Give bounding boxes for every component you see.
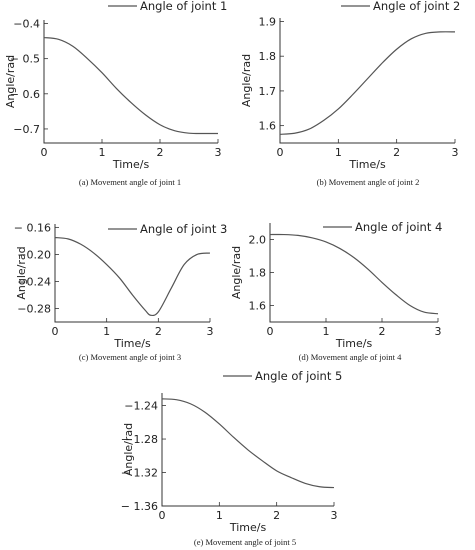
legend-label: Angle of joint 1 <box>140 0 227 13</box>
series-line-joint-3 <box>54 236 211 317</box>
x-tick-label: 1 <box>216 509 223 522</box>
x-tick-label: 2 <box>155 325 162 338</box>
x-tick-label: 2 <box>157 146 164 159</box>
x-tick-label: 3 <box>215 146 222 159</box>
x-tick-label: 0 <box>52 325 59 338</box>
x-tick-label: 3 <box>331 509 338 522</box>
x-tick-label: 1 <box>335 146 342 159</box>
figure-caption: (a) Movement angle of joint 1 <box>79 177 181 187</box>
y-tick-label: −0.28 <box>17 302 51 315</box>
x-tick-label: 2 <box>393 146 400 159</box>
y-tick-label: −0.7 <box>13 123 40 136</box>
chart-panel-c: 0 1 2 3 − 0.16 −0.20 −0.24 −0.28 Time/s Angle/rad… <box>14 221 228 362</box>
y-tick-label: − 0.6 <box>10 88 40 101</box>
x-tick-label: 2 <box>379 325 386 338</box>
axis-frame <box>43 20 218 144</box>
y-tick-label: 1.8 <box>259 50 277 63</box>
y-tick-label: 1.8 <box>249 267 267 280</box>
x-tick-label: 0 <box>277 146 284 159</box>
axis-frame <box>279 18 455 144</box>
x-tick-label: 1 <box>99 146 106 159</box>
x-tick-label: 1 <box>103 325 110 338</box>
y-tick-label: −1.24 <box>124 400 158 413</box>
series-line-joint-1 <box>43 36 219 135</box>
legend-label: Angle of joint 3 <box>140 222 227 236</box>
x-tick-label: 0 <box>267 325 274 338</box>
y-tick-label: − 1.36 <box>121 500 158 513</box>
chart-panel-e: 0 1 2 3 −1.24 − 1.28 − 1.32 − 1.36 Time/s Angle/r… <box>121 369 343 547</box>
chart-panel-a: 0 1 2 3 −0.4 − 0.5 − 0.6 −0.7 Time/s Angle/rad Ang… <box>4 0 227 187</box>
y-axis-label: Angle/rad <box>240 54 253 107</box>
y-tick-label: 2.0 <box>249 234 267 247</box>
y-tick-label: 1.6 <box>259 120 277 133</box>
axis-frame <box>54 224 210 323</box>
legend-label: Angle of joint 5 <box>255 369 342 383</box>
series-line-joint-2 <box>279 31 456 135</box>
chart-panel-d: 0 1 2 3 2.0 1.8 1.6 Time/s Angle/rad Angle of joi… <box>230 220 442 362</box>
y-tick-label: − 0.16 <box>14 221 51 234</box>
figure-caption: (b) Movement angle of joint 2 <box>317 177 420 187</box>
x-axis-label: Time/s <box>229 521 267 534</box>
y-tick-label: −0.4 <box>13 18 40 31</box>
x-tick-label: 0 <box>159 509 166 522</box>
y-axis-label: Angle/rad <box>15 246 28 299</box>
y-axis-label: Angle/rad <box>230 246 243 299</box>
legend-label: Angle of joint 2 <box>373 0 460 13</box>
x-axis-label: Time/s <box>112 158 150 171</box>
y-tick-label: 1.7 <box>259 85 277 98</box>
series-line-joint-5 <box>161 398 335 489</box>
x-tick-label: 1 <box>323 325 330 338</box>
y-tick-label: − 1.32 <box>121 467 158 480</box>
legend-label: Angle of joint 4 <box>355 220 442 234</box>
x-tick-label: 3 <box>452 146 459 159</box>
x-tick-label: 2 <box>273 509 280 522</box>
y-tick-label: 1.9 <box>259 15 277 28</box>
x-axis-label: Time/s <box>113 337 151 350</box>
y-axis-label: Angle/rad <box>122 423 135 476</box>
y-tick-label: −0.20 <box>17 248 51 261</box>
y-axis-label: Angle/rad <box>4 55 17 108</box>
y-tick-label: −0.24 <box>17 275 51 288</box>
x-tick-label: 0 <box>41 146 48 159</box>
figure-caption: (c) Movement angle of joint 3 <box>79 352 181 362</box>
figure-caption: (e) Movement angle of joint 5 <box>194 537 296 547</box>
x-axis-label: Time/s <box>335 337 373 350</box>
x-axis-label: Time/s <box>348 158 386 171</box>
chart-panel-b: 0 1 2 3 1.9 1.8 1.7 1.6 Time/s Angle/rad Angle of … <box>240 0 460 187</box>
series-line-joint-4 <box>269 233 439 315</box>
x-tick-label: 3 <box>435 325 442 338</box>
figure-caption: (d) Movement angle of joint 4 <box>299 352 402 362</box>
y-tick-label: − 1.28 <box>121 433 158 446</box>
y-tick-label: − 0.5 <box>10 53 40 66</box>
y-tick-label: 1.6 <box>249 300 267 313</box>
x-tick-label: 3 <box>207 325 214 338</box>
